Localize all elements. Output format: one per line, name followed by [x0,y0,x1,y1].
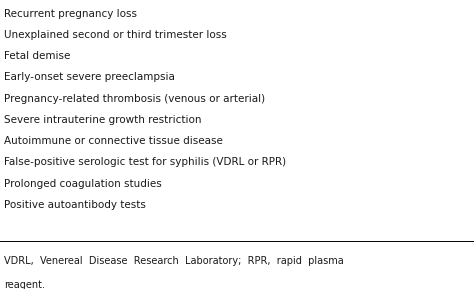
Text: Unexplained second or third trimester loss: Unexplained second or third trimester lo… [4,30,227,40]
Text: Prolonged coagulation studies: Prolonged coagulation studies [4,179,162,189]
Text: Positive autoantibody tests: Positive autoantibody tests [4,200,146,210]
Text: Fetal demise: Fetal demise [4,51,70,61]
Text: Autoimmune or connective tissue disease: Autoimmune or connective tissue disease [4,136,223,146]
Text: False-positive serologic test for syphilis (VDRL or RPR): False-positive serologic test for syphil… [4,157,286,167]
Text: Severe intrauterine growth restriction: Severe intrauterine growth restriction [4,115,201,125]
Text: VDRL,  Venereal  Disease  Research  Laboratory;  RPR,  rapid  plasma: VDRL, Venereal Disease Research Laborato… [4,256,344,266]
Text: Recurrent pregnancy loss: Recurrent pregnancy loss [4,9,137,19]
Text: Pregnancy-related thrombosis (venous or arterial): Pregnancy-related thrombosis (venous or … [4,94,265,104]
Text: reagent.: reagent. [4,280,45,289]
Text: Early-onset severe preeclampsia: Early-onset severe preeclampsia [4,72,174,82]
